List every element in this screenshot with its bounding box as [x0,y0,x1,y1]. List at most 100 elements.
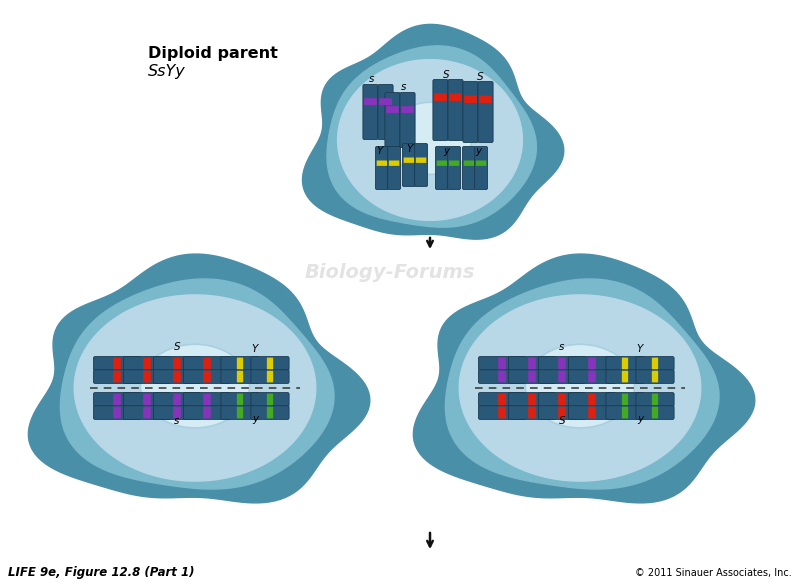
FancyBboxPatch shape [558,371,566,383]
FancyBboxPatch shape [652,371,658,383]
Text: s: s [174,416,180,426]
FancyBboxPatch shape [478,393,526,406]
Text: y: y [475,146,481,156]
FancyBboxPatch shape [569,357,615,370]
FancyBboxPatch shape [173,394,181,405]
FancyBboxPatch shape [569,393,615,406]
FancyBboxPatch shape [385,92,400,147]
FancyBboxPatch shape [377,160,387,166]
FancyBboxPatch shape [221,357,259,370]
FancyBboxPatch shape [476,160,486,166]
FancyBboxPatch shape [203,407,210,418]
Text: S: S [558,416,566,426]
FancyBboxPatch shape [123,357,170,370]
FancyBboxPatch shape [183,393,230,406]
FancyBboxPatch shape [154,393,201,406]
Text: y: y [252,414,258,424]
Text: Y: Y [252,344,258,354]
FancyBboxPatch shape [498,407,506,418]
FancyBboxPatch shape [478,357,526,370]
FancyBboxPatch shape [388,146,401,190]
FancyBboxPatch shape [251,370,289,383]
FancyBboxPatch shape [528,394,536,405]
Text: Biology-Forums: Biology-Forums [305,263,475,281]
FancyBboxPatch shape [267,357,273,369]
FancyBboxPatch shape [364,98,377,105]
Polygon shape [338,60,522,221]
FancyBboxPatch shape [267,407,273,418]
FancyBboxPatch shape [528,357,536,369]
FancyBboxPatch shape [448,146,461,190]
Ellipse shape [388,102,472,174]
FancyBboxPatch shape [94,393,141,406]
FancyBboxPatch shape [449,160,459,166]
FancyBboxPatch shape [622,371,628,383]
FancyBboxPatch shape [389,160,399,166]
FancyBboxPatch shape [143,394,150,405]
FancyBboxPatch shape [588,357,596,369]
FancyBboxPatch shape [401,106,414,113]
Text: s: s [402,82,406,92]
FancyBboxPatch shape [463,81,478,143]
Polygon shape [414,254,755,503]
FancyBboxPatch shape [433,80,448,140]
FancyBboxPatch shape [636,357,674,370]
FancyBboxPatch shape [237,394,243,405]
Ellipse shape [140,345,250,428]
FancyBboxPatch shape [464,160,474,166]
FancyBboxPatch shape [251,406,289,419]
Text: Y: Y [377,146,383,156]
FancyBboxPatch shape [478,406,526,419]
FancyBboxPatch shape [251,393,289,406]
Text: y: y [637,414,643,424]
FancyBboxPatch shape [123,370,170,383]
FancyBboxPatch shape [94,370,141,383]
FancyBboxPatch shape [414,143,427,187]
Polygon shape [74,295,316,481]
FancyBboxPatch shape [509,406,555,419]
FancyBboxPatch shape [203,357,210,369]
FancyBboxPatch shape [498,394,506,405]
Text: S: S [477,72,483,82]
FancyBboxPatch shape [114,407,121,418]
Text: SsYy: SsYy [148,64,186,79]
FancyBboxPatch shape [386,106,399,113]
FancyBboxPatch shape [221,406,259,419]
Text: Y: Y [407,144,413,154]
FancyBboxPatch shape [363,84,378,139]
FancyBboxPatch shape [588,394,596,405]
FancyBboxPatch shape [588,371,596,383]
Text: s: s [370,74,374,84]
Text: LIFE 9e, Figure 12.8 (Part 1): LIFE 9e, Figure 12.8 (Part 1) [8,566,194,579]
Polygon shape [28,254,370,503]
FancyBboxPatch shape [143,357,150,369]
FancyBboxPatch shape [237,371,243,383]
FancyBboxPatch shape [378,84,393,139]
FancyBboxPatch shape [464,95,477,103]
FancyBboxPatch shape [267,394,273,405]
FancyBboxPatch shape [652,357,658,369]
FancyBboxPatch shape [509,393,555,406]
FancyBboxPatch shape [400,92,415,147]
FancyBboxPatch shape [114,357,121,369]
Text: Diploid parent: Diploid parent [148,46,278,61]
FancyBboxPatch shape [251,357,289,370]
FancyBboxPatch shape [538,370,586,383]
FancyBboxPatch shape [636,370,674,383]
FancyBboxPatch shape [154,406,201,419]
FancyBboxPatch shape [221,393,259,406]
Text: © 2011 Sinauer Associates, Inc.: © 2011 Sinauer Associates, Inc. [635,568,792,578]
FancyBboxPatch shape [478,370,526,383]
FancyBboxPatch shape [123,393,170,406]
FancyBboxPatch shape [606,393,644,406]
FancyBboxPatch shape [173,407,181,418]
FancyBboxPatch shape [479,95,492,103]
FancyBboxPatch shape [123,406,170,419]
FancyBboxPatch shape [404,157,414,163]
FancyBboxPatch shape [558,407,566,418]
Polygon shape [61,279,334,489]
FancyBboxPatch shape [94,357,141,370]
FancyBboxPatch shape [498,371,506,383]
FancyBboxPatch shape [569,370,615,383]
FancyBboxPatch shape [434,94,447,101]
